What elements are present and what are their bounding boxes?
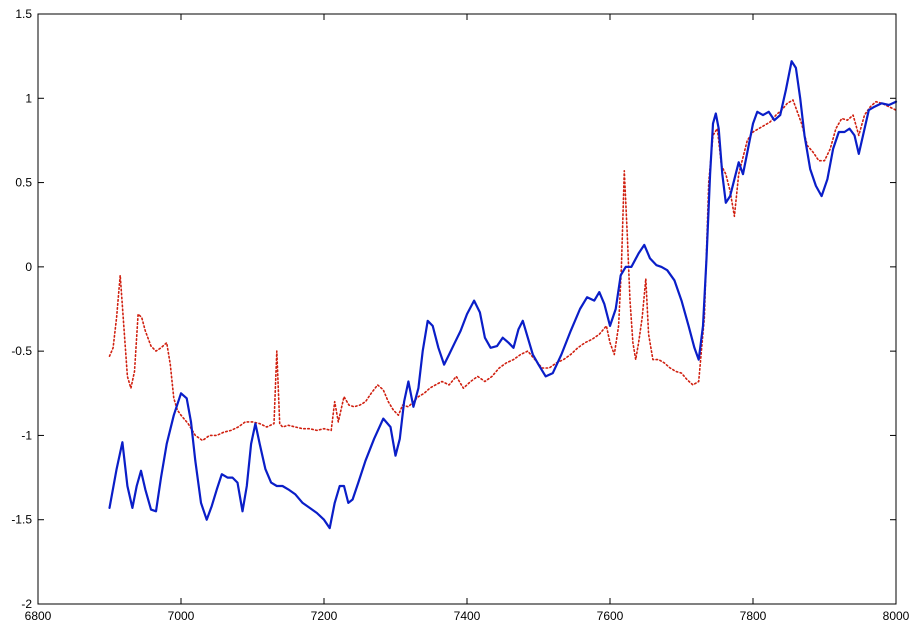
y-tick-label: 0 (25, 260, 32, 274)
x-tick-label: 7600 (597, 609, 624, 623)
x-tick-label: 7400 (454, 609, 481, 623)
plot-frame (37, 13, 897, 605)
y-tick-label: 1 (25, 91, 32, 105)
y-tick-label: -2 (21, 597, 32, 611)
x-tick-label: 7200 (311, 609, 338, 623)
series-line-solid (108, 60, 898, 530)
y-tick-label: 1.5 (15, 7, 32, 21)
x-tick-labels: 6800 7000 7200 7400 7600 7800 8000 (25, 609, 910, 623)
y-tick-labels: -2 -1.5 -1 -0.5 0 0.5 1 1.5 (11, 7, 32, 611)
x-tick-label: 7000 (168, 609, 195, 623)
x-tick-label: 6800 (25, 609, 52, 623)
y-tick-label: -0.5 (11, 344, 32, 358)
y-tick-label: 0.5 (15, 176, 32, 190)
y-tick-label: -1 (21, 428, 32, 442)
series-line-dotted (108, 99, 897, 442)
series-layer (108, 60, 898, 530)
y-tick-label: -1.5 (11, 513, 32, 527)
x-tick-label: 8000 (883, 609, 910, 623)
plot-background (38, 14, 896, 604)
x-tick-label: 7800 (740, 609, 767, 623)
